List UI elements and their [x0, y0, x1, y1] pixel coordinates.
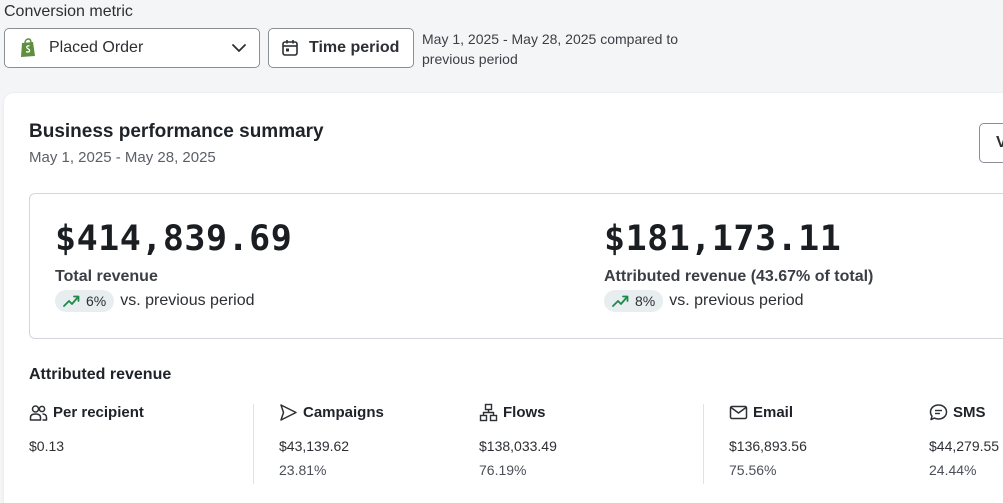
metric-value: $138,033.49 — [479, 438, 557, 454]
conversion-metric-label: Conversion metric — [4, 3, 133, 20]
revenue-summary-box: $414,839.69 Total revenue 6% vs. previou… — [29, 193, 1003, 339]
change-badge: 6% — [55, 290, 115, 312]
metric-value: $136,893.56 — [729, 438, 807, 454]
total-revenue-amount: $414,839.69 — [55, 219, 293, 259]
metric-label: Campaigns — [303, 403, 384, 421]
users-icon — [29, 404, 48, 421]
change-percent: 6% — [86, 293, 107, 309]
metric-share: 76.19% — [479, 462, 527, 478]
flows-metric: Flows $138,033.49 76.19% — [479, 400, 557, 478]
metric-value: $0.13 — [29, 438, 65, 454]
conversion-metric-value: Placed Order — [49, 39, 144, 56]
change-badge: 8% — [604, 290, 664, 312]
time-period-button[interactable]: Time period — [268, 28, 414, 68]
chevron-down-icon — [232, 44, 246, 52]
metric-value: $44,279.55 — [929, 438, 1000, 454]
attributed-revenue-label: Attributed revenue (43.67% of total) — [604, 268, 874, 285]
metric-share: 23.81% — [279, 462, 327, 478]
calendar-icon — [282, 40, 298, 56]
attributed-revenue-amount: $181,173.11 — [604, 219, 842, 259]
attributed-revenue-metrics: Per recipient $0.13 Campaigns $43,139.62… — [29, 400, 1003, 485]
email-metric: Email $136,893.56 75.56% — [729, 400, 807, 479]
metric-label: SMS — [953, 403, 986, 421]
metric-label: Per recipient — [53, 403, 144, 421]
conversion-metric-select[interactable]: Placed Order — [4, 28, 260, 68]
total-revenue-stat: $414,839.69 Total revenue 6% vs. previou… — [55, 218, 292, 312]
card-date-range: May 1, 2025 - May 28, 2025 — [29, 149, 216, 166]
attributed-revenue-title: Attributed revenue — [29, 366, 172, 383]
flow-icon — [479, 403, 498, 421]
trend-up-icon — [612, 295, 629, 307]
per-recipient-metric: Per recipient $0.13 — [29, 400, 144, 455]
sms-metric: SMS $44,279.55 24.44% — [929, 400, 1000, 479]
date-range-comparison-note: May 1, 2025 - May 28, 2025 compared to p… — [422, 31, 679, 67]
total-revenue-trend: 6% vs. previous period — [55, 290, 292, 312]
send-icon — [280, 403, 297, 421]
card-title: Business performance summary — [29, 121, 324, 142]
shopify-icon — [21, 38, 35, 57]
metric-share: 75.56% — [729, 462, 777, 478]
metric-share: 24.44% — [929, 462, 977, 478]
total-revenue-label: Total revenue — [55, 268, 158, 285]
time-period-label: Time period — [309, 39, 400, 56]
email-icon — [729, 405, 748, 419]
sms-icon — [929, 403, 948, 420]
comparison-label: vs. previous period — [120, 292, 255, 309]
business-performance-card: Business performance summary May 1, 2025… — [4, 93, 1003, 503]
trend-up-icon — [63, 295, 80, 307]
divider — [703, 404, 704, 484]
view-button[interactable]: V — [979, 123, 1003, 163]
change-percent: 8% — [635, 293, 656, 309]
attributed-revenue-stat: $181,173.11 Attributed revenue (43.67% o… — [604, 218, 873, 312]
campaigns-metric: Campaigns $43,139.62 23.81% — [279, 400, 384, 479]
metric-label: Flows — [503, 403, 546, 421]
metric-label: Email — [753, 403, 794, 421]
metric-value: $43,139.62 — [279, 438, 350, 454]
divider — [253, 404, 254, 484]
attributed-revenue-trend: 8% vs. previous period — [604, 290, 873, 312]
comparison-label: vs. previous period — [669, 292, 804, 309]
